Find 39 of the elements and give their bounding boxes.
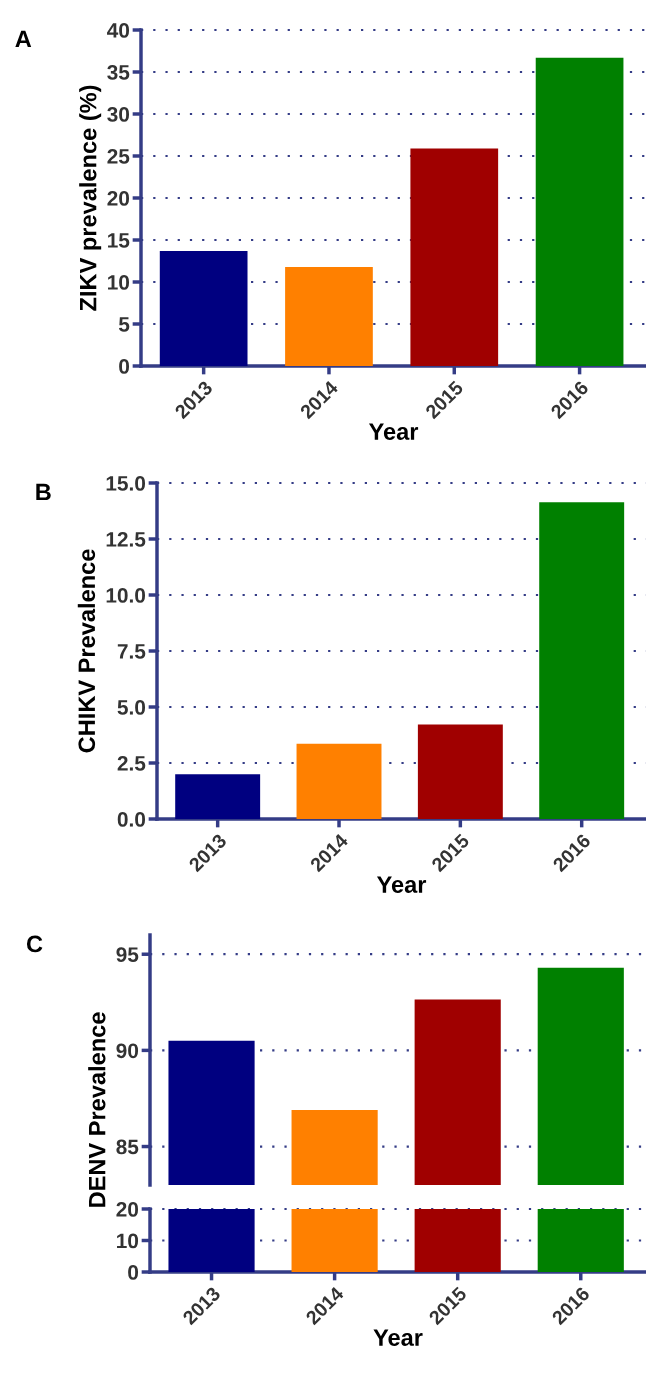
y-tick-label: 0: [128, 1265, 139, 1280]
y-tick-label: 20: [107, 191, 130, 206]
y-tick-label: 25: [107, 149, 130, 164]
x-axis-title: Year: [373, 1329, 423, 1346]
y-tick-label: 30: [107, 107, 130, 122]
y-axis-title: ZIKV prevalence (%): [79, 85, 102, 311]
bar: [296, 743, 382, 819]
y-tick-label: 0.0: [117, 812, 146, 827]
y-tick-label: 12.5: [106, 532, 146, 547]
chart-title: B: [36, 483, 51, 501]
y-tick-label: 10.0: [106, 588, 146, 603]
y-tick-label: 0: [119, 359, 130, 374]
chart-title: C: [26, 935, 43, 953]
y-tick-label: 5.0: [117, 700, 146, 715]
y-tick-label: 5: [118, 317, 130, 332]
bar: [159, 250, 248, 366]
bar: [410, 148, 499, 366]
bar: [535, 57, 624, 366]
y-tick-label: 95: [116, 947, 139, 962]
y-tick-label: 15.0: [106, 476, 146, 491]
y-axis-title: CHIKV Prevalence: [77, 549, 96, 753]
y-tick-label: 10: [117, 1233, 139, 1249]
y-tick-label: 90: [116, 1043, 139, 1059]
y-tick-label: 7.5: [117, 644, 146, 659]
y-tick-label: 20: [116, 1202, 139, 1217]
y-tick-label: 10: [108, 275, 130, 290]
chart-title: A: [15, 30, 32, 48]
bar: [539, 502, 625, 819]
bar: [175, 774, 261, 819]
y-tick-label: 85: [116, 1139, 139, 1155]
x-axis-title: Year: [368, 423, 419, 440]
y-tick-label: 15: [108, 233, 130, 248]
bar: [417, 724, 503, 819]
bar: [285, 266, 373, 366]
y-tick-label: 2.5: [117, 756, 146, 771]
y-tick-label: 35: [107, 65, 130, 80]
x-axis-title: Year: [376, 876, 427, 893]
y-axis-title: DENV Prevalence: [88, 1012, 106, 1207]
y-tick-label: 40: [107, 23, 130, 38]
